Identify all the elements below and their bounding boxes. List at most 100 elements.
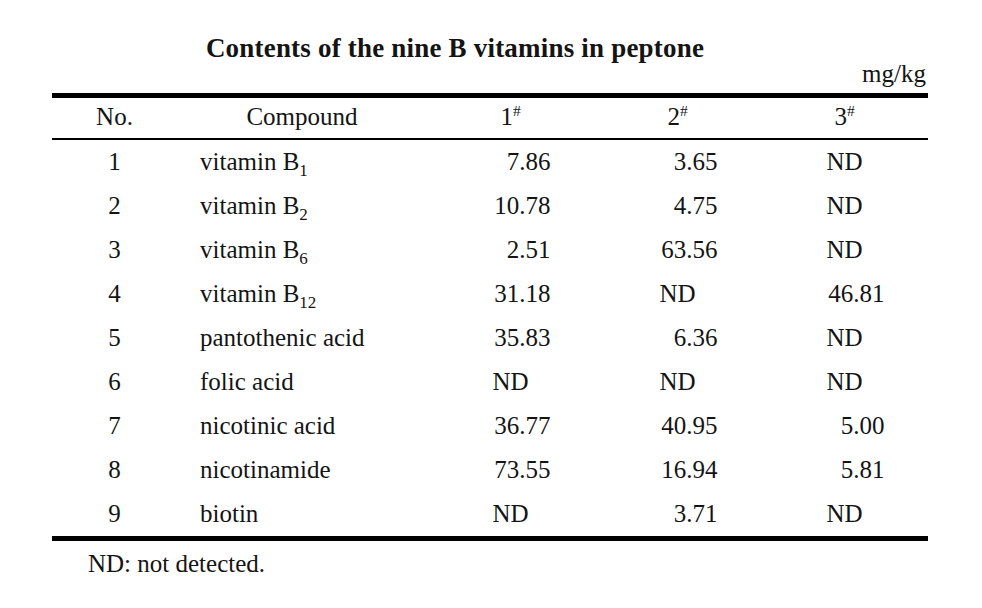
value-cell: 5.00 — [761, 404, 928, 448]
value-cell: 40.95 — [594, 404, 761, 448]
value-nd: ND — [471, 368, 551, 396]
value-number: 5.00 — [805, 412, 885, 440]
row-number: 8 — [52, 448, 177, 492]
value-nd: ND — [638, 368, 718, 396]
value-nd: ND — [805, 500, 885, 528]
table-body: 1vitamin B1 7.86 3.65 ND 2vitamin B2 10.78 4.7… — [52, 139, 928, 539]
compound-name: vitamin B6 — [177, 228, 427, 272]
value-cell: 6.36 — [594, 316, 761, 360]
row-number: 9 — [52, 492, 177, 539]
value-cell: 4.75 — [594, 184, 761, 228]
value-number: 73.55 — [471, 456, 551, 484]
compound-subscript: 6 — [299, 249, 308, 268]
value-number: 7.86 — [471, 148, 551, 176]
value-cell: 2.51 — [427, 228, 594, 272]
row-number: 3 — [52, 228, 177, 272]
value-cell: 7.86 — [427, 139, 594, 184]
value-number: 46.81 — [805, 280, 885, 308]
compound-name: vitamin B2 — [177, 184, 427, 228]
value-nd: ND — [805, 324, 885, 352]
compound-name: nicotinic acid — [177, 404, 427, 448]
table-row: 7nicotinic acid 36.77 40.95 5.00 — [52, 404, 928, 448]
compound-name: biotin — [177, 492, 427, 539]
value-nd: ND — [638, 280, 718, 308]
value-number: 16.94 — [638, 456, 718, 484]
compound-subscript: 2 — [299, 205, 308, 224]
value-nd: ND — [805, 236, 885, 264]
value-cell: ND — [761, 228, 928, 272]
value-cell: 35.83 — [427, 316, 594, 360]
value-cell: 73.55 — [427, 448, 594, 492]
value-nd: ND — [805, 148, 885, 176]
value-number: 31.18 — [471, 280, 551, 308]
compound-subscript: 1 — [299, 161, 308, 180]
table-row: 8nicotinamide 73.55 16.94 5.81 — [52, 448, 928, 492]
value-cell: ND — [594, 272, 761, 316]
value-cell: 10.78 — [427, 184, 594, 228]
value-cell: ND — [761, 316, 928, 360]
table-row: 5pantothenic acid 35.83 6.36 ND — [52, 316, 928, 360]
value-number: 35.83 — [471, 324, 551, 352]
compound-subscript: 12 — [299, 293, 316, 312]
table-row: 3vitamin B6 2.51 63.56 ND — [52, 228, 928, 272]
value-number: 2.51 — [471, 236, 551, 264]
table-row: 1vitamin B1 7.86 3.65 ND — [52, 139, 928, 184]
table-row: 6folic acid ND ND ND — [52, 360, 928, 404]
value-nd: ND — [805, 368, 885, 396]
column-header-no: No. — [52, 96, 177, 140]
row-number: 7 — [52, 404, 177, 448]
header-superscript: # — [847, 102, 855, 119]
column-header-2: 2# — [594, 96, 761, 140]
vitamins-table: No.Compound1#2#3# 1vitamin B17.863.65ND2… — [52, 93, 928, 541]
compound-name: pantothenic acid — [177, 316, 427, 360]
value-cell: 16.94 — [594, 448, 761, 492]
value-cell: ND — [761, 184, 928, 228]
row-number: 1 — [52, 139, 177, 184]
compound-name: folic acid — [177, 360, 427, 404]
paper-table-figure: Contents of the nine B vitamins in pepto… — [0, 34, 982, 608]
value-nd: ND — [471, 500, 551, 528]
footnote: ND: not detected. — [88, 550, 982, 578]
value-cell: ND — [761, 360, 928, 404]
column-header-3: 3# — [761, 96, 928, 140]
row-number: 2 — [52, 184, 177, 228]
table-row: 9biotin ND 3.71 ND — [52, 492, 928, 539]
value-number: 10.78 — [471, 192, 551, 220]
value-cell: ND — [427, 360, 594, 404]
value-cell: 63.56 — [594, 228, 761, 272]
value-cell: 36.77 — [427, 404, 594, 448]
header-superscript: # — [680, 102, 688, 119]
header-superscript: # — [513, 102, 521, 119]
table-row: 2vitamin B2 10.78 4.75 ND — [52, 184, 928, 228]
compound-name: vitamin B1 — [177, 139, 427, 184]
value-cell: 5.81 — [761, 448, 928, 492]
value-cell: ND — [427, 492, 594, 539]
value-cell: 3.71 — [594, 492, 761, 539]
value-number: 4.75 — [638, 192, 718, 220]
row-number: 5 — [52, 316, 177, 360]
value-number: 3.71 — [638, 500, 718, 528]
value-cell: ND — [761, 492, 928, 539]
value-number: 63.56 — [638, 236, 718, 264]
value-number: 5.81 — [805, 456, 885, 484]
value-cell: 46.81 — [761, 272, 928, 316]
value-cell: ND — [761, 139, 928, 184]
column-header-compound: Compound — [177, 96, 427, 140]
compound-name: vitamin B12 — [177, 272, 427, 316]
row-number: 6 — [52, 360, 177, 404]
row-number: 4 — [52, 272, 177, 316]
table-header: No.Compound1#2#3# — [52, 96, 928, 140]
value-cell: 3.65 — [594, 139, 761, 184]
value-nd: ND — [805, 192, 885, 220]
value-number: 3.65 — [638, 148, 718, 176]
column-header-1: 1# — [427, 96, 594, 140]
value-number: 40.95 — [638, 412, 718, 440]
table-title: Contents of the nine B vitamins in pepto… — [0, 34, 946, 64]
header-row: No.Compound1#2#3# — [52, 96, 928, 140]
value-cell: 31.18 — [427, 272, 594, 316]
table-row: 4vitamin B12 31.18 ND 46.81 — [52, 272, 928, 316]
compound-name: nicotinamide — [177, 448, 427, 492]
value-number: 36.77 — [471, 412, 551, 440]
value-number: 6.36 — [638, 324, 718, 352]
value-cell: ND — [594, 360, 761, 404]
